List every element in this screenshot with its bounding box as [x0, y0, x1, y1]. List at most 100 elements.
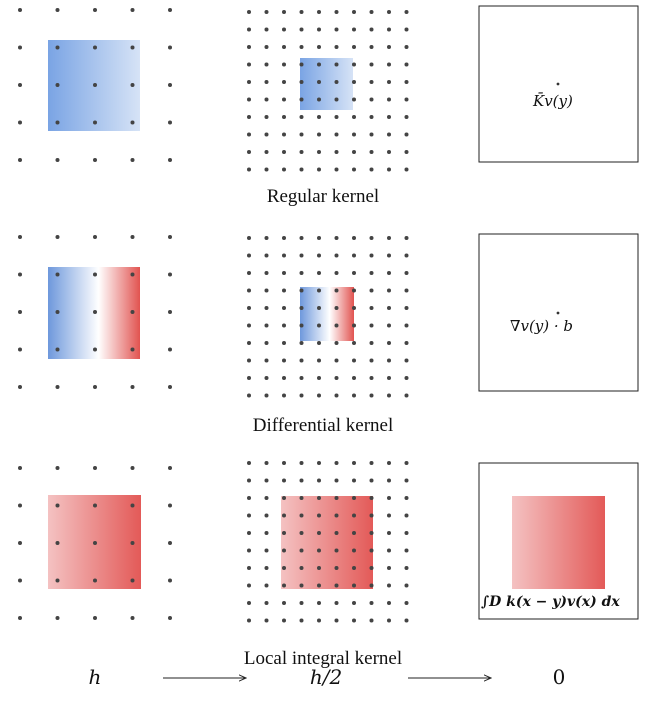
grid-dot	[247, 496, 251, 500]
grid-dot	[387, 10, 391, 14]
grid-dot	[369, 45, 374, 49]
grid-h2-row3	[247, 461, 409, 623]
grid-dot	[168, 235, 172, 239]
grid-dot	[264, 288, 269, 293]
grid-dot	[369, 132, 374, 137]
grid-dot	[369, 115, 374, 119]
grid-dot	[404, 323, 409, 328]
grid-dot	[352, 288, 356, 293]
grid-dot	[317, 601, 321, 605]
grid-dot	[334, 323, 339, 328]
grid-dot	[369, 323, 374, 328]
grid-dot	[404, 376, 409, 380]
grid-dot	[317, 306, 321, 310]
grid-dot	[404, 531, 409, 535]
grid-dot	[369, 461, 374, 465]
grid-dot	[387, 253, 391, 258]
grid-dot	[369, 306, 374, 310]
limit-box-integral	[478, 462, 639, 620]
grid-dot	[282, 583, 286, 588]
grid-dot	[55, 466, 60, 470]
grid-dot	[352, 478, 356, 483]
grid-dot	[299, 548, 304, 553]
grid-dot	[404, 478, 409, 483]
grid-dot	[387, 618, 391, 623]
grid-dot	[387, 531, 391, 535]
grid-dot	[369, 97, 374, 102]
grid-dot	[404, 10, 409, 14]
grid-dot	[168, 8, 172, 12]
grid-dot	[369, 531, 374, 535]
grid-dot	[387, 478, 391, 483]
grid-dot	[334, 97, 339, 102]
grid-dot	[369, 358, 374, 363]
grid-dot	[282, 618, 286, 623]
grid-dot	[282, 513, 286, 518]
grid-dot	[18, 45, 22, 50]
grid-dot	[404, 393, 409, 398]
grid-dot	[334, 236, 339, 240]
grid-dot	[55, 272, 60, 277]
grid-dot	[130, 310, 135, 314]
grid-dot	[404, 236, 409, 240]
grid-dot	[130, 347, 135, 352]
grid-dot	[264, 496, 269, 500]
grid-dot	[352, 236, 356, 240]
grid-dot	[247, 566, 251, 570]
grid-dot	[334, 601, 339, 605]
grid-dot	[264, 513, 269, 518]
grid-dot	[282, 27, 286, 32]
scale-label-zero: 0	[552, 665, 566, 689]
grid-dot	[282, 393, 286, 398]
grid-dot	[247, 115, 251, 119]
grid-dot	[334, 583, 339, 588]
grid-dot	[404, 496, 409, 500]
grid-dot	[93, 120, 97, 125]
grid-dot	[387, 601, 391, 605]
grid-dot	[264, 115, 269, 119]
grid-dot	[369, 601, 374, 605]
grid-h-row1	[18, 8, 172, 162]
grid-dot	[247, 461, 251, 465]
grid-dot	[404, 618, 409, 623]
grid-dot	[282, 478, 286, 483]
grid-dot	[369, 10, 374, 14]
grid-dot	[404, 306, 409, 310]
grid-dot	[18, 310, 22, 314]
grid-dot	[387, 271, 391, 275]
grid-dot	[334, 271, 339, 275]
grid-dot	[387, 566, 391, 570]
grid-dot	[168, 616, 172, 620]
grid-dot	[264, 393, 269, 398]
caption-differential-kernel: Differential kernel	[252, 415, 394, 436]
grid-dot	[404, 253, 409, 258]
grid-dot	[334, 376, 339, 380]
grid-dot	[282, 496, 286, 500]
grid-dot	[247, 548, 251, 553]
grid-dot	[247, 531, 251, 535]
grid-dot	[247, 601, 251, 605]
grid-dot	[334, 62, 339, 67]
grid-dot	[282, 236, 286, 240]
grid-dot	[387, 150, 391, 154]
grid-dot	[352, 566, 356, 570]
grid-dot	[247, 288, 251, 293]
grid-dot	[264, 62, 269, 67]
grid-dot	[18, 8, 22, 12]
grid-dot	[299, 341, 304, 345]
grid-dot	[282, 62, 286, 67]
grid-dot	[282, 10, 286, 14]
grid-dot	[247, 236, 251, 240]
grid-dot	[282, 548, 286, 553]
grid-dot	[317, 253, 321, 258]
grid-dot	[282, 461, 286, 465]
grid-dot	[247, 150, 251, 154]
regular-kernel-patch-h2	[300, 58, 353, 110]
grid-dot	[282, 531, 286, 535]
grid-dot	[352, 461, 356, 465]
grid-dot	[299, 132, 304, 137]
grid-dot	[282, 45, 286, 49]
grid-dot	[352, 271, 356, 275]
grid-dot	[387, 393, 391, 398]
grid-dot	[334, 548, 339, 553]
